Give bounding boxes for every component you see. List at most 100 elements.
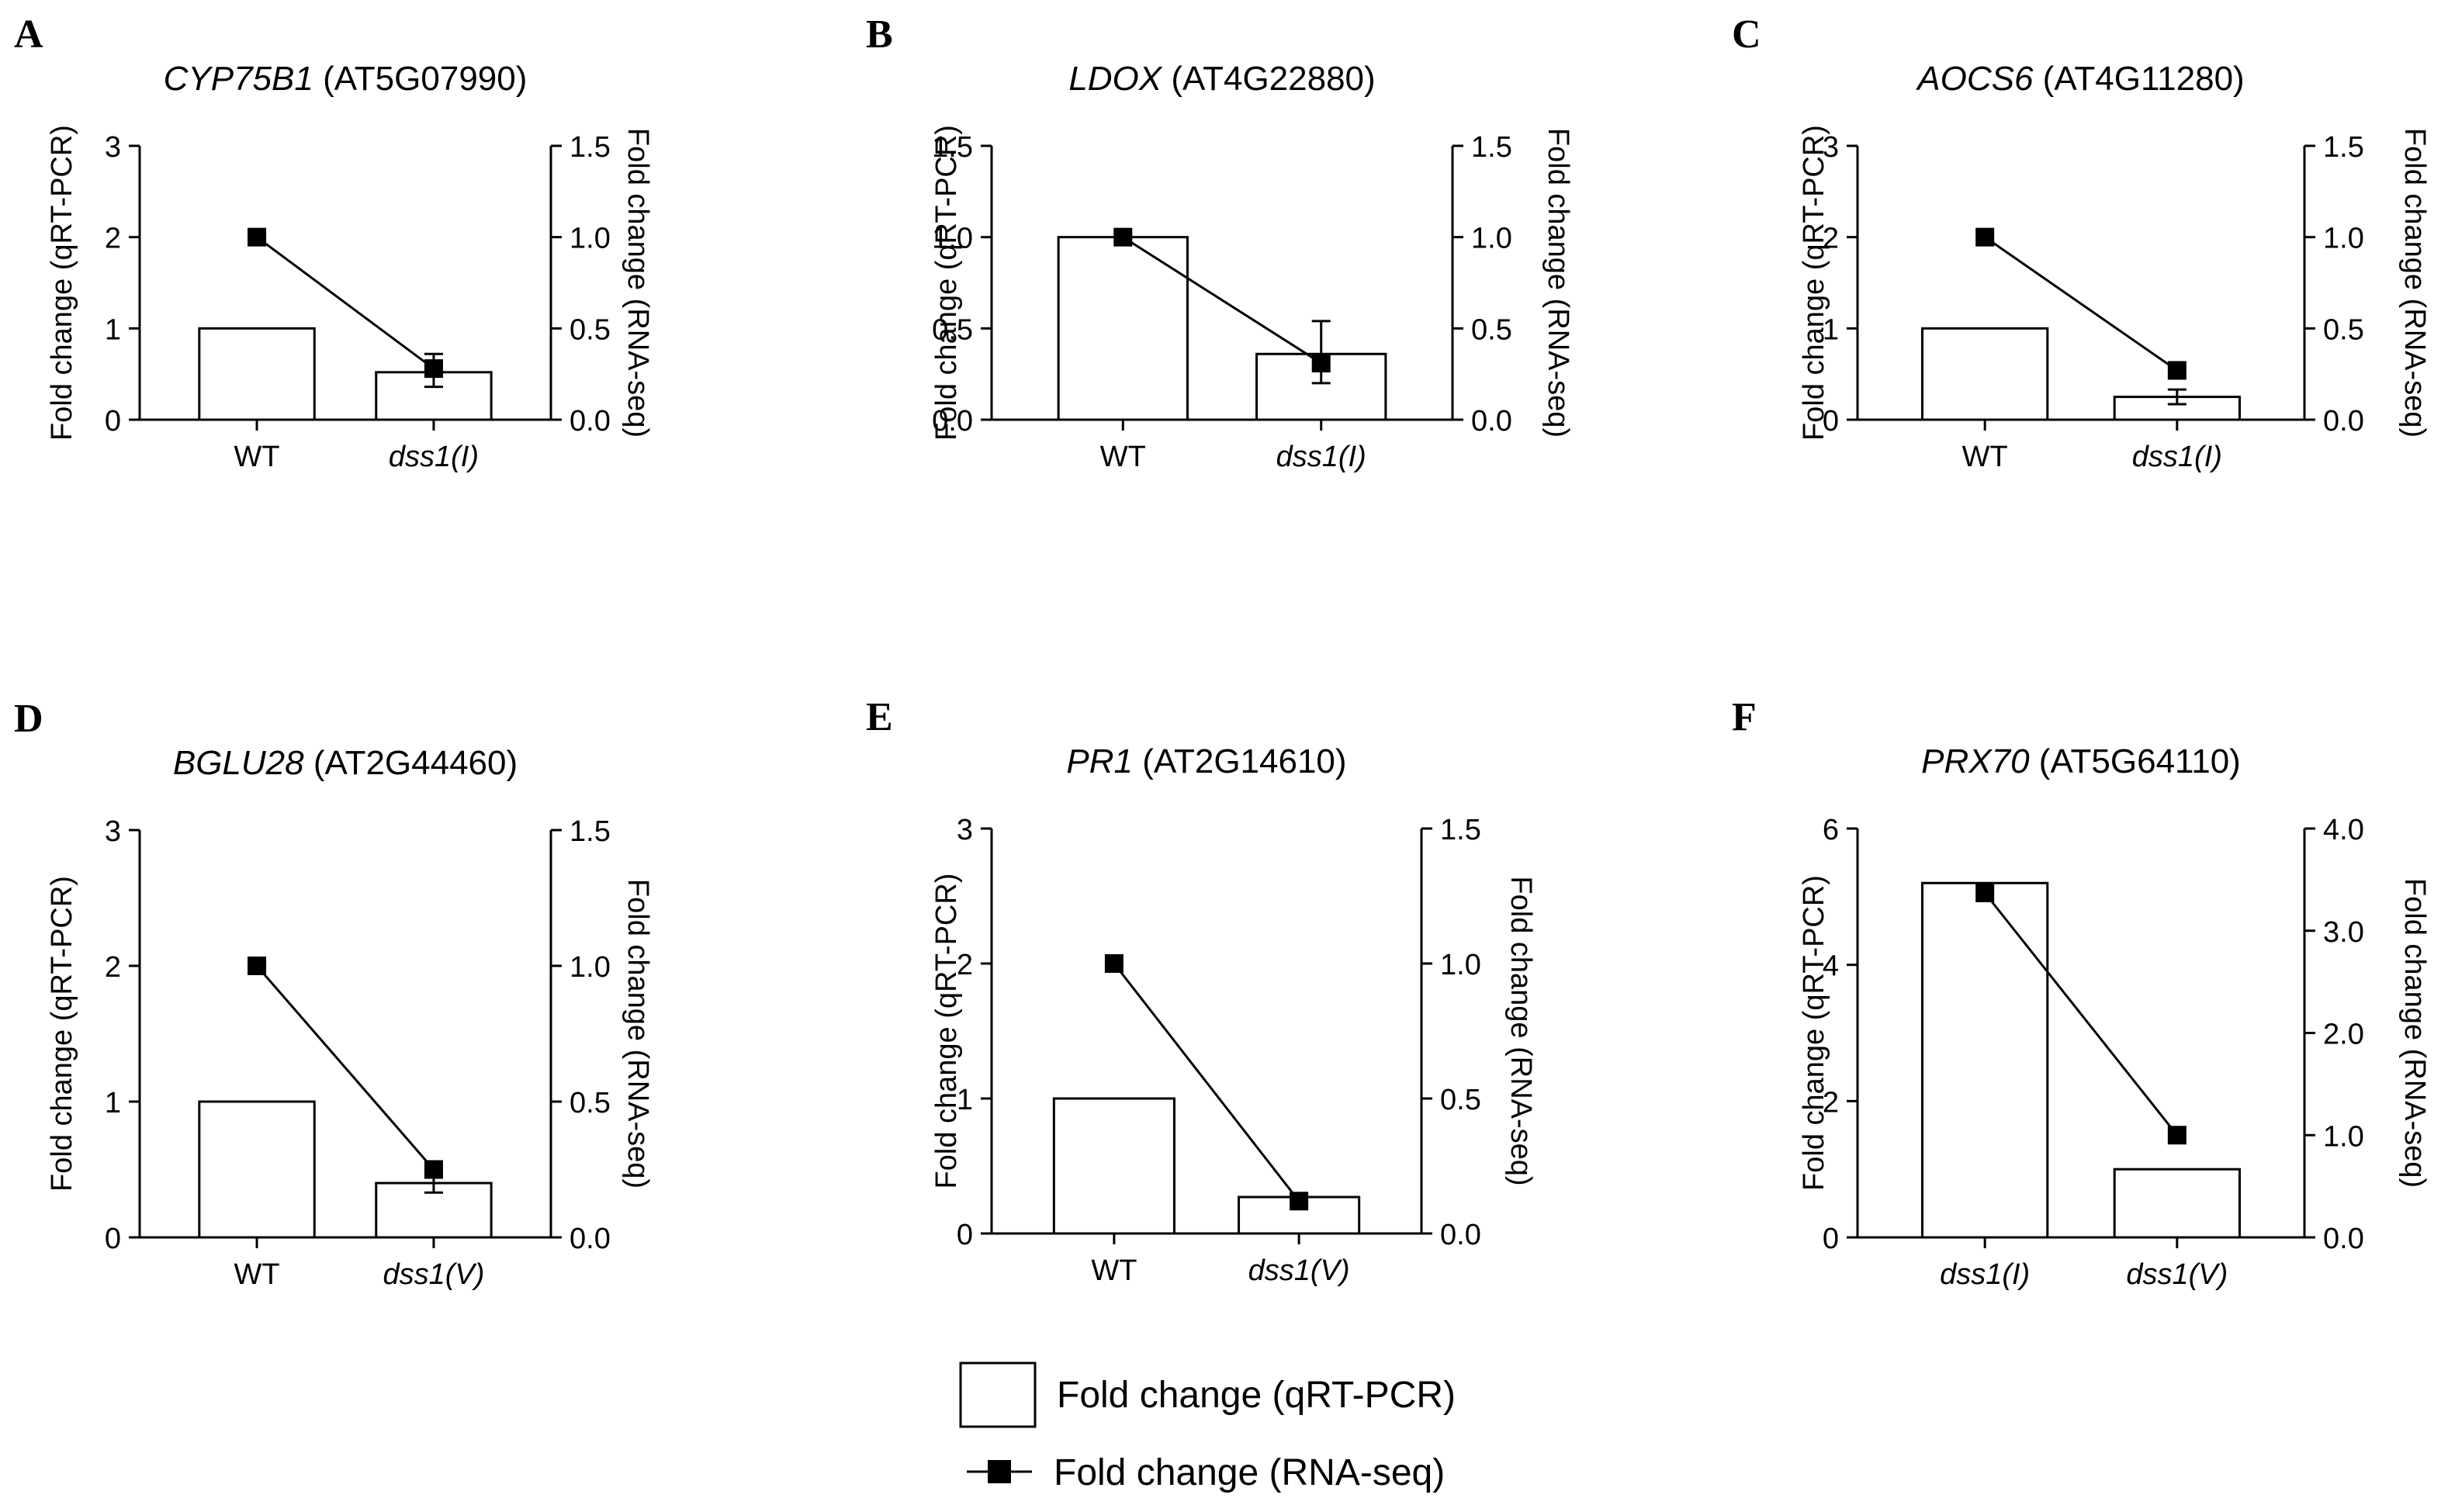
- title-id: (AT4G22880): [1162, 60, 1376, 98]
- bar-1: [1057, 236, 1189, 421]
- x-tick-label: WT: [1962, 441, 2008, 473]
- chart-title: PR1 (AT2G14610): [1066, 742, 1346, 780]
- left-tick-label: 1: [105, 1087, 121, 1119]
- title-id: (AT5G64110): [2030, 742, 2241, 780]
- bar-1: [1921, 881, 2049, 1239]
- x-tick-label: dss1(I): [1940, 1258, 2030, 1291]
- y2-axis-label: Fold change (RNA-seq): [2398, 128, 2431, 438]
- right-tick-label: 1.0: [1471, 223, 1512, 255]
- rna-seq-point-1: [1975, 227, 1995, 247]
- rna-seq-line: [1984, 236, 2178, 372]
- left-tick-label: 1: [957, 1084, 973, 1116]
- x-tick-label: dss1(I): [2132, 441, 2222, 473]
- rna-seq-point-2: [1311, 354, 1331, 373]
- right-tick-label: 0.5: [570, 313, 611, 346]
- x-tick-label: dss1(V): [383, 1258, 484, 1291]
- right-tick-label: 3.0: [2323, 916, 2364, 949]
- title-gene: AOCS6: [1915, 60, 2034, 98]
- legend: Fold change (qRT-PCR) Fold change (RNA-s…: [959, 1361, 1456, 1493]
- bar-1: [1921, 327, 2049, 421]
- y2-axis-label: Fold change (RNA-seq): [1542, 128, 1574, 438]
- right-tick-label: 1.5: [1471, 131, 1512, 164]
- right-tick-label: 4.0: [2323, 814, 2364, 846]
- panel-letter: C: [1732, 12, 1761, 57]
- left-tick-label: 3: [105, 131, 121, 164]
- title-gene: PRX70: [1921, 742, 2030, 780]
- chart-title: CYP75B1 (AT5G07990): [164, 60, 528, 98]
- right-tick-label: 1.5: [1440, 814, 1481, 846]
- chart-panel-E: E PR1 (AT2G14610) 0 1 2 3 0.0 0.5 1.0 1.5 Fold cha…: [866, 695, 1537, 1287]
- title-id: (AT2G14610): [1133, 742, 1347, 780]
- left-tick-label: 2: [1823, 1086, 1839, 1119]
- right-tick-label: 0.5: [1471, 313, 1512, 346]
- y2-axis-label: Fold change (RNA-seq): [1504, 876, 1537, 1185]
- left-tick-label: 2: [105, 223, 121, 255]
- left-tick-label: 2: [105, 951, 121, 984]
- panel-letter: E: [866, 695, 893, 739]
- rna-seq-line: [1983, 892, 2179, 1137]
- right-tick-label: 0.0: [2323, 405, 2364, 438]
- chart-panel-B: B LDOX (AT4G22880) 0.0 0.5 1.0 1.5 0.0 0.5 1.0 1.…: [866, 12, 1574, 473]
- left-tick-label: 0: [1823, 405, 1839, 438]
- right-tick-label: 1.5: [570, 815, 611, 848]
- right-tick-label: 0.0: [570, 405, 611, 438]
- y-axis-label: Fold change (qRT-PCR): [930, 125, 963, 441]
- rna-seq-point-2: [424, 359, 443, 379]
- panel-letter: A: [14, 12, 43, 57]
- right-tick-label: 1.0: [570, 223, 611, 255]
- rna-seq-point-1: [1113, 227, 1133, 247]
- x-tick-label: dss1(V): [1248, 1254, 1350, 1287]
- rna-seq-point-2: [1290, 1192, 1309, 1211]
- chart-panel-D: D BGLU28 (AT2G44460) 0 1 2 3 0.0 0.5 1.0 1.5 Fold …: [14, 697, 654, 1291]
- y2-axis-label: Fold change (RNA-seq): [622, 879, 654, 1188]
- y-axis-label: Fold change (qRT-PCR): [46, 876, 78, 1192]
- legend-line-marker: [988, 1460, 1011, 1483]
- right-tick-label: 1.0: [1440, 949, 1481, 981]
- x-tick-label: dss1(V): [2126, 1258, 2228, 1291]
- panel-letter: D: [14, 697, 43, 741]
- right-tick-label: 1.5: [570, 131, 611, 164]
- title-gene: PR1: [1066, 742, 1133, 780]
- rna-seq-line: [1113, 963, 1300, 1202]
- right-tick-label: 0.5: [2323, 313, 2364, 346]
- rna-seq-point-2: [424, 1160, 443, 1179]
- right-tick-label: 0.0: [1471, 405, 1512, 438]
- left-tick-label: 4: [1823, 950, 1839, 983]
- right-tick-label: 0.0: [570, 1223, 611, 1255]
- left-tick-label: 0: [1823, 1223, 1839, 1255]
- right-tick-label: 0.0: [2323, 1223, 2364, 1255]
- left-tick-label: 1: [1823, 313, 1839, 346]
- right-tick-label: 1.0: [2323, 223, 2364, 255]
- left-tick-label: 1: [105, 313, 121, 346]
- chart-panel-F: F PRX70 (AT5G64110) 0 2 4 6 0.0 1.0 2.0 3.0 4.0 Fol…: [1732, 695, 2431, 1291]
- panel-letter: F: [1732, 695, 1757, 739]
- y-axis-label: Fold change (qRT-PCR): [930, 874, 963, 1189]
- y2-axis-label: Fold change (RNA-seq): [2398, 878, 2431, 1188]
- chart-title: LDOX (AT4G22880): [1068, 60, 1375, 98]
- left-tick-label: 1.0: [932, 223, 973, 255]
- rna-seq-point-1: [248, 227, 267, 247]
- left-tick-label: 2: [1823, 223, 1839, 255]
- x-tick-label: WT: [234, 1258, 280, 1291]
- left-tick-label: 1.5: [932, 131, 973, 164]
- bar-1: [198, 327, 316, 421]
- left-tick-label: 3: [105, 815, 121, 848]
- chart-title: BGLU28 (AT2G44460): [173, 744, 518, 782]
- left-tick-label: 0: [957, 1219, 973, 1251]
- rna-seq-point-1: [248, 957, 267, 975]
- chart-panel-A: A CYP75B1 (AT5G07990) 0 1 2 3 0.0 0.5 1.0 1.5 Fold…: [14, 12, 654, 473]
- x-tick-label: WT: [1100, 441, 1146, 473]
- x-tick-label: dss1(I): [1276, 441, 1366, 473]
- left-tick-label: 6: [1823, 814, 1839, 846]
- left-tick-label: 0.0: [932, 405, 973, 438]
- rna-seq-point-2: [2167, 361, 2187, 380]
- rna-seq-line: [256, 236, 435, 370]
- y2-axis-label: Fold change (RNA-seq): [622, 128, 654, 438]
- x-tick-label: WT: [234, 441, 280, 473]
- title-id: (AT5G07990): [313, 60, 528, 98]
- left-tick-label: 2: [957, 949, 973, 981]
- legend-bar-label: Fold change (qRT-PCR): [1057, 1375, 1456, 1416]
- right-tick-label: 1.5: [2323, 131, 2364, 164]
- y-axis-label: Fold change (qRT-PCR): [1798, 875, 1830, 1191]
